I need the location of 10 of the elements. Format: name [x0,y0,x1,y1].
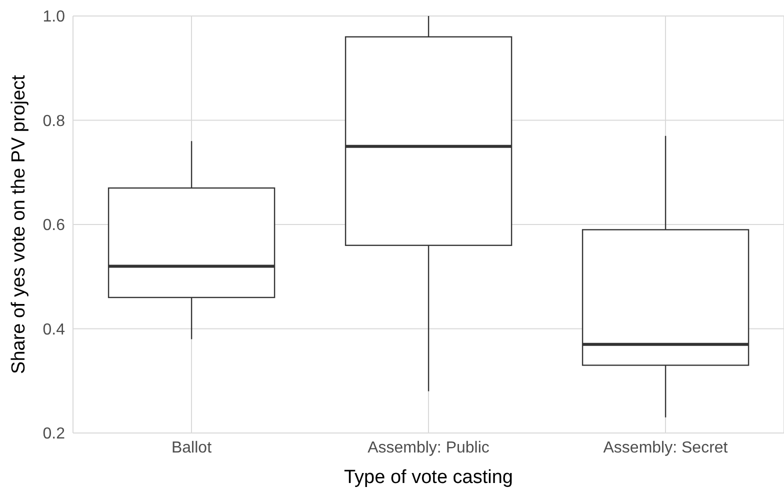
x-tick-label: Assembly: Secret [603,439,728,456]
y-tick-label: 0.8 [42,112,66,130]
y-tick-label: 0.2 [42,426,66,443]
x-axis-title: Type of vote casting [344,467,513,488]
x-tick-label: Assembly: Public [368,439,490,456]
x-tick-label: Ballot [171,439,212,456]
y-tick-label: 0.4 [42,321,66,338]
y-tick-label: 0.6 [42,217,66,234]
y-tick-label: 1.0 [42,8,66,26]
y-axis-title: Share of yes vote on the PV project [8,74,30,374]
